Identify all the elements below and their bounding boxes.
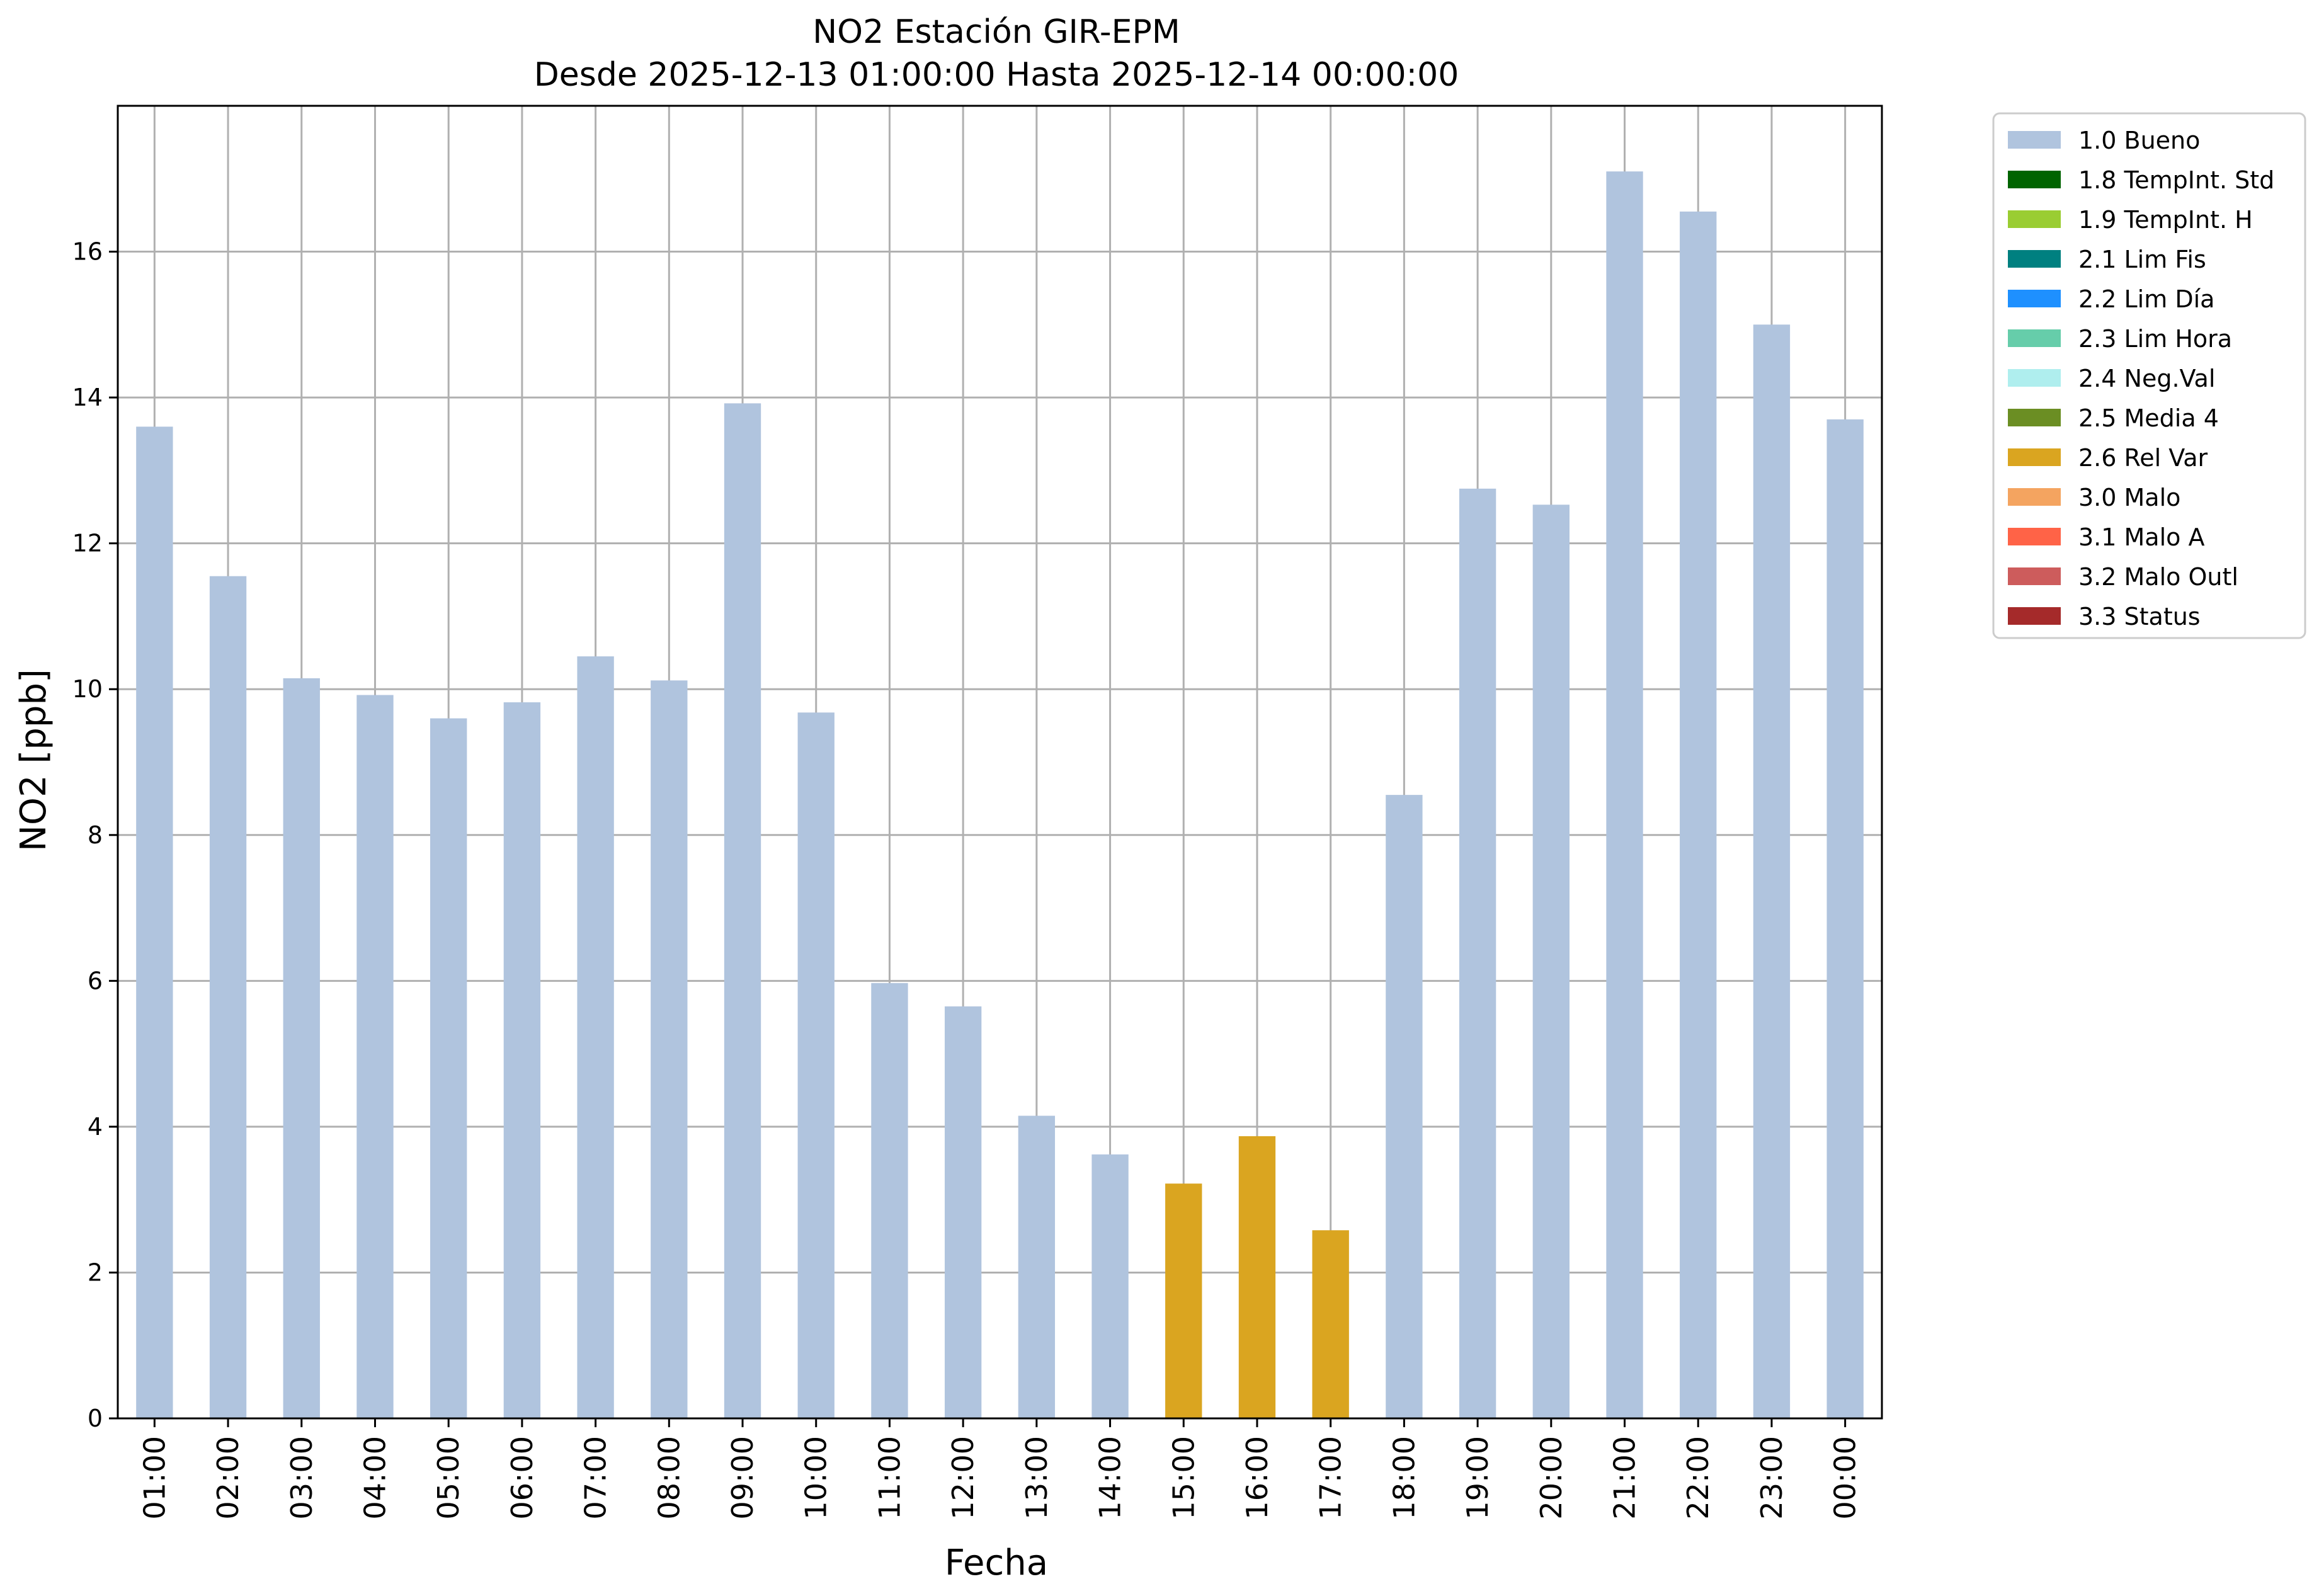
y-axis-ticks: 0 2 4 6 8 10 12 14 16 [72, 238, 118, 1432]
legend-swatch [2008, 171, 2061, 188]
bar [356, 695, 394, 1418]
bar [724, 403, 761, 1419]
legend-label: 2.3 Lim Hora [2078, 325, 2232, 353]
x-axis-ticks: 01:00 02:00 03:00 04:00 05:00 06:00 07:00 08:00… [137, 1418, 1862, 1520]
y-tick-label: 8 [88, 821, 103, 849]
x-tick-label: 08:00 [652, 1436, 686, 1520]
y-axis-label: NO2 [ppb] [13, 669, 54, 852]
legend-swatch [2008, 448, 2061, 466]
bars [136, 171, 1864, 1419]
legend: 1.0 Bueno 1.8 TempInt. Std 1.9 TempInt. H 2… [1992, 112, 2306, 639]
legend-swatch [2008, 290, 2061, 307]
x-tick-label: 22:00 [1681, 1436, 1715, 1520]
legend-swatch [2008, 409, 2061, 426]
bar [1606, 171, 1643, 1419]
bar [1238, 1136, 1276, 1418]
bar [1680, 211, 1717, 1418]
legend-label: 3.1 Malo A [2078, 523, 2204, 551]
legend-label: 2.5 Media 4 [2078, 404, 2219, 432]
legend-label: 2.4 Neg.Val [2078, 365, 2215, 392]
x-tick-label: 23:00 [1755, 1436, 1789, 1520]
legend-swatch [2008, 329, 2061, 347]
x-tick-label: 06:00 [505, 1436, 539, 1520]
x-tick-label: 17:00 [1314, 1436, 1348, 1520]
bar [1826, 419, 1864, 1418]
bar [283, 678, 320, 1418]
legend-swatch [2008, 488, 2061, 506]
chart-title: NO2 Estación GIR-EPM [812, 13, 1180, 51]
bar [430, 718, 467, 1418]
y-tick-label: 4 [88, 1113, 103, 1141]
x-tick-label: 01:00 [137, 1436, 171, 1520]
x-tick-label: 12:00 [946, 1436, 980, 1520]
y-tick-label: 12 [72, 530, 103, 557]
y-tick-label: 2 [88, 1258, 103, 1286]
legend-swatch [2008, 369, 2061, 387]
x-tick-label: 20:00 [1534, 1436, 1568, 1520]
x-tick-label: 21:00 [1608, 1436, 1642, 1520]
y-tick-label: 10 [72, 675, 103, 703]
y-tick-label: 14 [72, 384, 103, 411]
x-tick-label: 04:00 [358, 1436, 392, 1520]
x-tick-label: 07:00 [579, 1436, 613, 1520]
y-tick-label: 6 [88, 967, 103, 995]
x-tick-label: 09:00 [726, 1436, 760, 1520]
bar [1753, 324, 1791, 1419]
bar [1459, 488, 1496, 1419]
bar [944, 1006, 982, 1418]
x-tick-label: 13:00 [1020, 1436, 1054, 1520]
legend-label: 3.0 Malo [2078, 484, 2180, 511]
bar [1312, 1230, 1349, 1418]
bar [797, 712, 835, 1418]
chart-subtitle: Desde 2025-12-13 01:00:00 Hasta 2025-12-… [534, 56, 1459, 94]
x-tick-label: 05:00 [431, 1436, 465, 1520]
legend-label: 3.3 Status [2078, 603, 2201, 630]
x-axis-label: Fecha [945, 1542, 1048, 1583]
legend-label: 1.9 TempInt. H [2078, 206, 2253, 234]
bar [871, 983, 908, 1418]
legend-swatch [2008, 210, 2061, 228]
bar [1165, 1183, 1202, 1418]
legend-label: 3.2 Malo Outl [2078, 563, 2238, 591]
y-tick-label: 0 [88, 1405, 103, 1432]
y-tick-label: 16 [72, 238, 103, 266]
legend-label: 2.1 Lim Fis [2078, 246, 2206, 273]
bar [651, 680, 688, 1418]
legend-swatch [2008, 567, 2061, 585]
bar [209, 576, 247, 1419]
x-tick-label: 14:00 [1093, 1436, 1127, 1520]
x-tick-label: 15:00 [1166, 1436, 1200, 1520]
legend-label: 2.6 Rel Var [2078, 444, 2208, 472]
x-tick-label: 03:00 [285, 1436, 319, 1520]
bar [1091, 1154, 1129, 1418]
x-tick-label: 10:00 [799, 1436, 833, 1520]
bar [577, 656, 614, 1418]
legend-box [1992, 112, 2306, 639]
bar [1386, 795, 1423, 1418]
plot-frame [117, 105, 1883, 1420]
bar [503, 702, 541, 1418]
x-tick-label: 18:00 [1387, 1436, 1421, 1520]
bar [136, 426, 173, 1418]
bar [1532, 504, 1570, 1418]
x-tick-label: 00:00 [1828, 1436, 1862, 1520]
legend-swatch [2008, 528, 2061, 545]
legend-swatch [2008, 607, 2061, 625]
x-tick-label: 19:00 [1461, 1436, 1495, 1520]
x-tick-label: 11:00 [872, 1436, 906, 1520]
bar [1018, 1115, 1056, 1418]
legend-swatch [2008, 250, 2061, 268]
legend-swatch [2008, 131, 2061, 149]
legend-label: 2.2 Lim Día [2078, 285, 2214, 313]
x-tick-label: 02:00 [211, 1436, 245, 1520]
legend-label: 1.0 Bueno [2078, 127, 2200, 154]
legend-label: 1.8 TempInt. Std [2078, 166, 2274, 194]
x-tick-label: 16:00 [1240, 1436, 1274, 1520]
